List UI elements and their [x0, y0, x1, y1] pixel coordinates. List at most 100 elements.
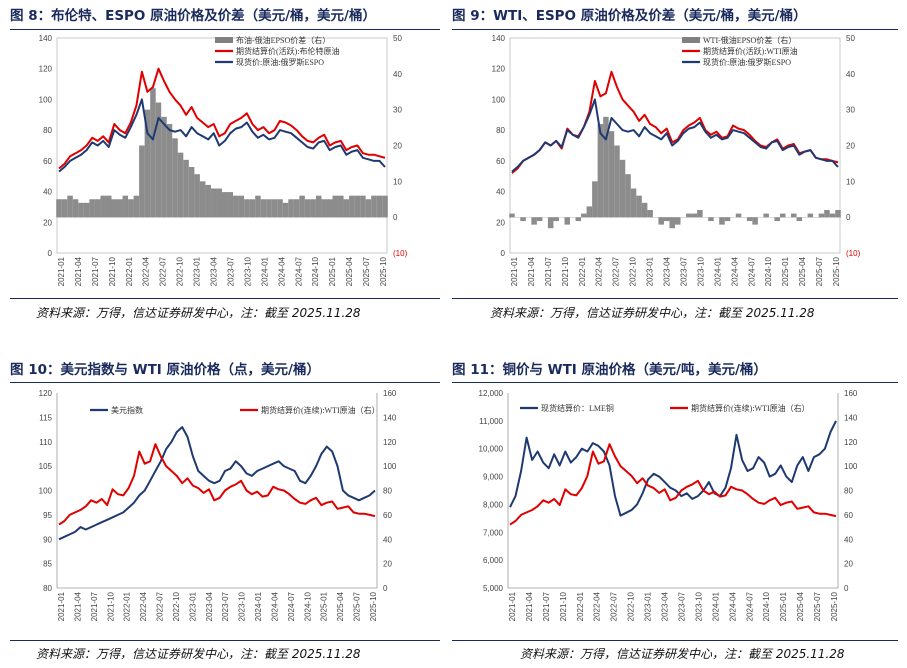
spread-bar [586, 206, 593, 218]
x-tick-label: 2023-07 [221, 591, 230, 621]
spread-bar [100, 195, 106, 218]
y-right-tick-label: 10 [393, 177, 402, 186]
source-rule-11 [452, 640, 898, 641]
x-tick-label: 2024-07 [745, 591, 754, 621]
x-tick-label: 2024-10 [762, 591, 771, 621]
y-left-tick-label: 11,000 [479, 417, 503, 426]
y-left-tick-label: 7,000 [483, 528, 504, 537]
legend-label: 现货价:原油:俄罗斯ESPO [703, 57, 791, 67]
spread-bar [349, 195, 355, 218]
y-right-tick-label: 10 [846, 177, 855, 186]
y-left-tick-label: 85 [43, 560, 52, 569]
y-right-tick-label: 40 [844, 535, 853, 544]
spread-bar [150, 88, 156, 218]
x-tick-label: 2023-01 [193, 256, 202, 286]
spread-bar [796, 217, 803, 222]
spread-bar [260, 199, 267, 218]
legend-label: WTI-俄油EPSO价差（右） [703, 35, 796, 45]
y-left-tick-label: 60 [43, 157, 52, 166]
spread-bar [61, 199, 68, 218]
x-tick-label: 2024-04 [730, 256, 739, 286]
spread-bar [89, 199, 95, 218]
x-tick-label: 2023-01 [644, 591, 653, 621]
spread-bar [332, 195, 339, 218]
spread-bar [133, 195, 140, 218]
y-right-tick-label: 0 [383, 584, 388, 593]
y-left-tick-label: 9,000 [483, 473, 504, 482]
x-tick-label: 2021-10 [108, 256, 117, 286]
y-left-tick-label: 80 [43, 126, 52, 135]
y-left-tick-label: 80 [43, 584, 52, 593]
x-tick-label: 2021-10 [559, 591, 568, 621]
x-tick-label: 2022-04 [593, 591, 602, 621]
y-right-tick-label: (10) [846, 249, 861, 258]
y-right-tick-label: 100 [383, 462, 397, 471]
y-left-tick-label: 100 [39, 487, 53, 496]
title-rule-10 [10, 382, 440, 383]
x-tick-label: 2023-04 [661, 591, 670, 621]
x-tick-label: 2025-07 [362, 256, 371, 286]
y-left-tick-label: 12,000 [479, 389, 504, 398]
spread-bar [172, 138, 178, 218]
spread-bar [199, 181, 206, 218]
x-tick-label: 2023-04 [205, 591, 214, 621]
spread-bar [354, 195, 361, 218]
spread-bar [774, 217, 780, 222]
spread-bar [636, 195, 642, 218]
y-left-tick-label: 80 [496, 126, 505, 135]
source-rule-8 [10, 298, 440, 299]
y-right-tick-label: 30 [846, 106, 855, 115]
source-rule-10 [10, 640, 440, 641]
y-right-tick-label: 0 [393, 213, 398, 222]
spread-bar [619, 159, 626, 218]
spread-bar [708, 217, 714, 222]
spread-bar [818, 213, 825, 218]
spread-bar [255, 195, 261, 218]
series-line-2 [58, 98, 386, 173]
spread-bar [564, 217, 571, 225]
y-right-tick-label: 100 [844, 462, 858, 471]
x-tick-label: 2022-01 [123, 591, 132, 621]
x-tick-label: 2025-04 [345, 256, 354, 286]
y-right-tick-label: 20 [383, 560, 392, 569]
spread-bar [111, 199, 118, 218]
spread-bar [531, 217, 537, 225]
spread-bar [520, 217, 526, 222]
x-tick-label: 2022-10 [172, 591, 181, 621]
spread-bar [663, 217, 670, 222]
spread-bar [244, 199, 250, 218]
series-line-0 [58, 426, 376, 541]
x-tick-label: 2021-04 [525, 591, 534, 621]
x-tick-label: 2025-04 [336, 591, 345, 621]
chart-title-8: 图 8：布伦特、ESPO 原油价格及价差（美元/桶，美元/桶） [10, 8, 376, 24]
series-line-0 [509, 420, 837, 517]
y-left-tick-label: 110 [39, 438, 52, 447]
spread-bar [597, 124, 604, 218]
spread-bar [122, 195, 129, 218]
spread-bar [553, 217, 559, 222]
legend-label: 期货结算价(连续):WTI原油（右） [691, 403, 810, 413]
x-tick-label: 2025-10 [369, 591, 378, 621]
spread-bar [641, 202, 648, 218]
x-tick-label: 2022-01 [578, 256, 587, 286]
x-tick-label: 2022-07 [159, 256, 168, 286]
legend-swatch [682, 37, 700, 43]
x-tick-label: 2023-04 [210, 256, 219, 286]
spread-bar [603, 116, 609, 218]
series-line-1 [509, 443, 837, 526]
title-rule-9 [452, 29, 898, 30]
x-tick-label: 2024-01 [711, 591, 720, 621]
x-tick-label: 2022-10 [176, 256, 185, 286]
y-left-tick-label: 20 [496, 218, 505, 227]
chart-11: 5,000 6,000 7,000 8,000 9,000 10,000 11,000 12,… [479, 389, 858, 621]
x-tick-label: 2025-07 [813, 591, 822, 621]
spread-bar [315, 195, 322, 218]
spread-bar [293, 199, 300, 218]
x-tick-label: 2025-01 [781, 256, 790, 286]
spread-bar [376, 195, 383, 218]
legend-label: 期货结算价(连续):WTI原油（右） [261, 405, 380, 415]
y-right-tick-label: 20 [846, 142, 855, 151]
spread-bar [575, 217, 582, 222]
spread-bar [188, 167, 195, 218]
